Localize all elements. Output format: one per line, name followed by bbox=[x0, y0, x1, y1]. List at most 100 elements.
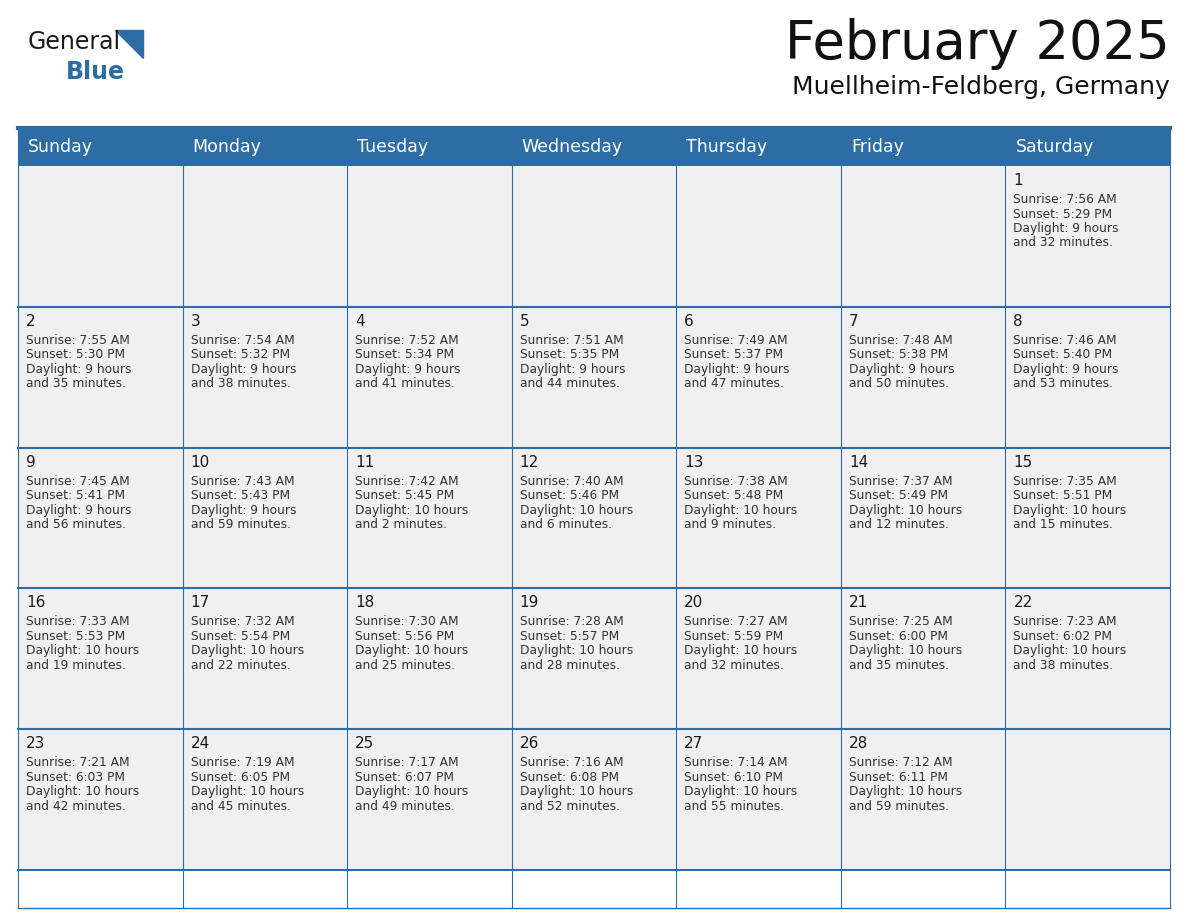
Text: Sunrise: 7:21 AM: Sunrise: 7:21 AM bbox=[26, 756, 129, 769]
Text: and 32 minutes.: and 32 minutes. bbox=[1013, 237, 1113, 250]
Bar bbox=[18, 128, 1170, 166]
Text: Sunrise: 7:49 AM: Sunrise: 7:49 AM bbox=[684, 334, 788, 347]
Text: and 35 minutes.: and 35 minutes. bbox=[849, 659, 949, 672]
Text: Daylight: 10 hours: Daylight: 10 hours bbox=[26, 644, 139, 657]
Text: Sunrise: 7:43 AM: Sunrise: 7:43 AM bbox=[190, 475, 295, 487]
Text: Sunday: Sunday bbox=[29, 138, 93, 156]
Text: Daylight: 10 hours: Daylight: 10 hours bbox=[684, 504, 797, 517]
Text: Sunrise: 7:45 AM: Sunrise: 7:45 AM bbox=[26, 475, 129, 487]
Text: 9: 9 bbox=[26, 454, 36, 470]
Text: 21: 21 bbox=[849, 596, 868, 610]
Text: Sunrise: 7:14 AM: Sunrise: 7:14 AM bbox=[684, 756, 788, 769]
Text: and 38 minutes.: and 38 minutes. bbox=[1013, 659, 1113, 672]
Text: and 15 minutes.: and 15 minutes. bbox=[1013, 518, 1113, 532]
Bar bbox=[18, 166, 1170, 307]
Text: and 35 minutes.: and 35 minutes. bbox=[26, 377, 126, 390]
Text: Sunrise: 7:42 AM: Sunrise: 7:42 AM bbox=[355, 475, 459, 487]
Text: 23: 23 bbox=[26, 736, 45, 751]
Text: Daylight: 9 hours: Daylight: 9 hours bbox=[355, 363, 461, 375]
Text: and 50 minutes.: and 50 minutes. bbox=[849, 377, 949, 390]
Polygon shape bbox=[115, 30, 143, 58]
Text: Sunrise: 7:27 AM: Sunrise: 7:27 AM bbox=[684, 615, 788, 629]
Text: and 12 minutes.: and 12 minutes. bbox=[849, 518, 949, 532]
Text: Sunrise: 7:54 AM: Sunrise: 7:54 AM bbox=[190, 334, 295, 347]
Text: and 52 minutes.: and 52 minutes. bbox=[519, 800, 620, 812]
Text: Sunset: 5:46 PM: Sunset: 5:46 PM bbox=[519, 489, 619, 502]
Text: 18: 18 bbox=[355, 596, 374, 610]
Text: Sunrise: 7:40 AM: Sunrise: 7:40 AM bbox=[519, 475, 624, 487]
Text: Daylight: 10 hours: Daylight: 10 hours bbox=[519, 785, 633, 798]
Text: 7: 7 bbox=[849, 314, 859, 329]
Text: 1: 1 bbox=[1013, 173, 1023, 188]
Text: 8: 8 bbox=[1013, 314, 1023, 329]
Text: Sunrise: 7:30 AM: Sunrise: 7:30 AM bbox=[355, 615, 459, 629]
Text: Sunrise: 7:32 AM: Sunrise: 7:32 AM bbox=[190, 615, 295, 629]
Text: 17: 17 bbox=[190, 596, 210, 610]
Text: Sunrise: 7:35 AM: Sunrise: 7:35 AM bbox=[1013, 475, 1117, 487]
Text: 24: 24 bbox=[190, 736, 210, 751]
Text: Sunset: 6:10 PM: Sunset: 6:10 PM bbox=[684, 771, 783, 784]
Text: Sunrise: 7:16 AM: Sunrise: 7:16 AM bbox=[519, 756, 624, 769]
Text: Sunset: 5:56 PM: Sunset: 5:56 PM bbox=[355, 630, 454, 643]
Text: Sunset: 6:00 PM: Sunset: 6:00 PM bbox=[849, 630, 948, 643]
Text: 14: 14 bbox=[849, 454, 868, 470]
Text: 28: 28 bbox=[849, 736, 868, 751]
Text: Sunrise: 7:28 AM: Sunrise: 7:28 AM bbox=[519, 615, 624, 629]
Text: Daylight: 10 hours: Daylight: 10 hours bbox=[684, 644, 797, 657]
Text: 12: 12 bbox=[519, 454, 539, 470]
Text: 5: 5 bbox=[519, 314, 530, 329]
Text: 16: 16 bbox=[26, 596, 45, 610]
Text: Daylight: 10 hours: Daylight: 10 hours bbox=[519, 644, 633, 657]
Text: 25: 25 bbox=[355, 736, 374, 751]
Text: 11: 11 bbox=[355, 454, 374, 470]
Text: Friday: Friday bbox=[851, 138, 904, 156]
Text: 20: 20 bbox=[684, 596, 703, 610]
Text: and 38 minutes.: and 38 minutes. bbox=[190, 377, 291, 390]
Bar bbox=[18, 729, 1170, 870]
Text: 19: 19 bbox=[519, 596, 539, 610]
Text: Daylight: 10 hours: Daylight: 10 hours bbox=[355, 504, 468, 517]
Text: Daylight: 9 hours: Daylight: 9 hours bbox=[26, 504, 132, 517]
Text: and 28 minutes.: and 28 minutes. bbox=[519, 659, 620, 672]
Text: 13: 13 bbox=[684, 454, 703, 470]
Text: Saturday: Saturday bbox=[1016, 138, 1094, 156]
Text: and 32 minutes.: and 32 minutes. bbox=[684, 659, 784, 672]
Text: Sunrise: 7:12 AM: Sunrise: 7:12 AM bbox=[849, 756, 953, 769]
Text: Daylight: 10 hours: Daylight: 10 hours bbox=[849, 504, 962, 517]
Text: Daylight: 10 hours: Daylight: 10 hours bbox=[26, 785, 139, 798]
Text: General: General bbox=[29, 30, 121, 54]
Text: Sunrise: 7:38 AM: Sunrise: 7:38 AM bbox=[684, 475, 788, 487]
Text: and 53 minutes.: and 53 minutes. bbox=[1013, 377, 1113, 390]
Text: Sunrise: 7:37 AM: Sunrise: 7:37 AM bbox=[849, 475, 953, 487]
Text: Sunrise: 7:48 AM: Sunrise: 7:48 AM bbox=[849, 334, 953, 347]
Text: Sunset: 5:54 PM: Sunset: 5:54 PM bbox=[190, 630, 290, 643]
Text: and 41 minutes.: and 41 minutes. bbox=[355, 377, 455, 390]
Text: Daylight: 10 hours: Daylight: 10 hours bbox=[519, 504, 633, 517]
Text: Sunrise: 7:23 AM: Sunrise: 7:23 AM bbox=[1013, 615, 1117, 629]
Text: 15: 15 bbox=[1013, 454, 1032, 470]
Text: Sunset: 5:35 PM: Sunset: 5:35 PM bbox=[519, 348, 619, 362]
Bar bbox=[18, 307, 1170, 448]
Text: Daylight: 9 hours: Daylight: 9 hours bbox=[1013, 363, 1119, 375]
Text: Sunrise: 7:52 AM: Sunrise: 7:52 AM bbox=[355, 334, 459, 347]
Text: 4: 4 bbox=[355, 314, 365, 329]
Text: Muellheim-Feldberg, Germany: Muellheim-Feldberg, Germany bbox=[792, 75, 1170, 99]
Text: Sunrise: 7:17 AM: Sunrise: 7:17 AM bbox=[355, 756, 459, 769]
Text: February 2025: February 2025 bbox=[785, 18, 1170, 70]
Text: Sunrise: 7:46 AM: Sunrise: 7:46 AM bbox=[1013, 334, 1117, 347]
Text: and 47 minutes.: and 47 minutes. bbox=[684, 377, 784, 390]
Text: and 6 minutes.: and 6 minutes. bbox=[519, 518, 612, 532]
Text: Tuesday: Tuesday bbox=[358, 138, 428, 156]
Text: and 55 minutes.: and 55 minutes. bbox=[684, 800, 784, 812]
Text: Sunset: 5:34 PM: Sunset: 5:34 PM bbox=[355, 348, 454, 362]
Text: Sunset: 6:05 PM: Sunset: 6:05 PM bbox=[190, 771, 290, 784]
Text: 3: 3 bbox=[190, 314, 201, 329]
Text: Sunset: 6:02 PM: Sunset: 6:02 PM bbox=[1013, 630, 1112, 643]
Text: Daylight: 10 hours: Daylight: 10 hours bbox=[355, 785, 468, 798]
Text: 6: 6 bbox=[684, 314, 694, 329]
Text: Sunset: 5:32 PM: Sunset: 5:32 PM bbox=[190, 348, 290, 362]
Text: Sunset: 5:41 PM: Sunset: 5:41 PM bbox=[26, 489, 125, 502]
Text: Sunset: 6:11 PM: Sunset: 6:11 PM bbox=[849, 771, 948, 784]
Text: Sunset: 5:51 PM: Sunset: 5:51 PM bbox=[1013, 489, 1113, 502]
Text: Sunset: 5:43 PM: Sunset: 5:43 PM bbox=[190, 489, 290, 502]
